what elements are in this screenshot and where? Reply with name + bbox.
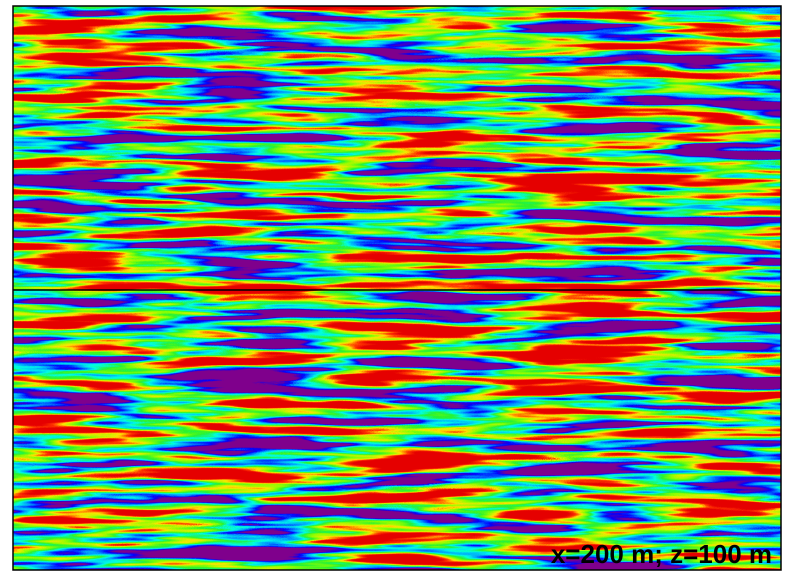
annotation: x=200 m; z=100 m [551, 539, 772, 569]
seismic-texture [13, 6, 781, 570]
seismic-section [13, 6, 781, 570]
frame [12, 5, 782, 571]
